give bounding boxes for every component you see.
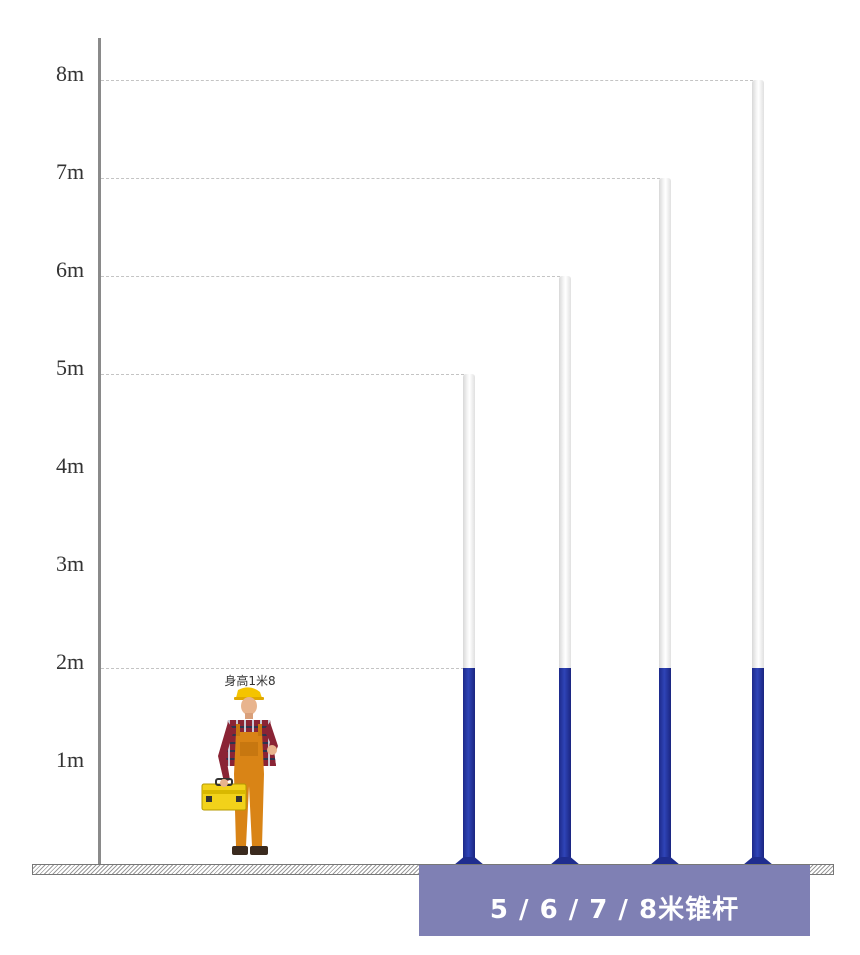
guide-line-5m [101,374,469,375]
pole-upper-section [559,276,571,668]
pole-base-section [659,668,671,864]
pole-5m [463,374,475,864]
guide-line-6m [101,276,565,277]
vertical-axis [98,38,101,864]
tick-label-7: 7m [56,159,85,184]
caption-banner: 5 / 6 / 7 / 8米锥杆 [419,865,810,936]
pole-base-section [752,668,764,864]
pole-7m [659,178,671,864]
tick-label-5: 5m [56,355,85,380]
pole-base-flange [454,857,484,865]
pole-6m [559,276,571,864]
guide-line-2m [101,668,469,669]
pole-base-flange [650,857,680,865]
caption-text: 5 / 6 / 7 / 8米锥杆 [489,895,740,925]
guide-line-8m [101,80,758,81]
pole-upper-section [659,178,671,668]
tick-label-6: 6m [56,257,85,282]
tick-label-2: 2m [56,649,85,674]
pole-base-section [463,668,475,864]
pole-base-flange [550,857,580,865]
pole-base-section [559,668,571,864]
pole-base-flange [743,857,773,865]
pole-upper-section [463,374,475,668]
pole-8m [752,80,764,864]
pole-upper-section [752,80,764,668]
guide-line-7m [101,178,665,179]
person-height-label: 身高1米8 [224,674,276,688]
tick-label-3: 3m [56,551,85,576]
worker-figure-icon [201,687,278,855]
tick-label-1: 1m [56,747,85,772]
tick-label-8: 8m [56,61,85,86]
tick-label-4: 4m [56,453,85,478]
